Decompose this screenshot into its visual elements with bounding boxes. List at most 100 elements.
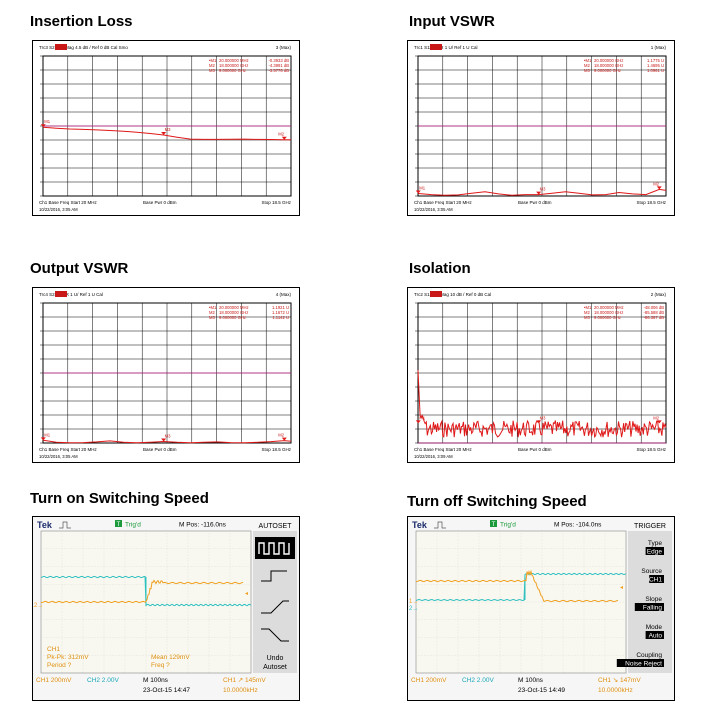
- grid-dot: [61, 530, 63, 532]
- grid-dot: [436, 578, 438, 580]
- grid-dot: [124, 614, 126, 616]
- grid-dot: [229, 626, 231, 628]
- grid-dot: [520, 560, 522, 562]
- grid-dot: [436, 566, 438, 568]
- grid-dot: [229, 596, 231, 598]
- grid-dot: [229, 554, 231, 556]
- grid-dot: [103, 654, 105, 656]
- grid-dot: [562, 587, 564, 589]
- grid-dot: [439, 654, 441, 656]
- marker-value: 1.4695 U: [647, 63, 664, 68]
- grid-dot: [544, 583, 546, 585]
- grid-dot: [139, 566, 141, 567]
- grid-dot: [541, 584, 543, 586]
- grid-dot: [562, 605, 564, 607]
- grid-dot: [541, 530, 543, 532]
- grid-dot: [103, 653, 105, 655]
- grid-dot: [499, 584, 501, 586]
- grid-dot: [490, 601, 492, 603]
- grid-dot: [466, 548, 468, 550]
- grid-dot: [166, 599, 168, 601]
- grid-dot: [229, 566, 231, 567]
- grid-dot: [61, 551, 63, 553]
- grid-dot: [145, 654, 147, 656]
- grid-dot: [460, 601, 462, 603]
- grid-dot: [208, 596, 210, 598]
- grid-dot: [478, 668, 480, 670]
- grid-dot: [145, 623, 147, 625]
- grid-dot: [541, 668, 543, 670]
- grid-dot: [124, 569, 126, 571]
- grid-dot: [208, 563, 210, 565]
- grid-dot: [583, 560, 585, 562]
- grid-dot: [166, 584, 168, 586]
- grid-dot: [592, 619, 594, 621]
- grid-dot: [568, 566, 570, 567]
- grid-dot: [208, 659, 210, 661]
- grid-dot: [124, 536, 126, 538]
- grid-dot: [103, 665, 105, 667]
- grid-dot: [616, 583, 618, 585]
- grid-dot: [445, 548, 447, 550]
- grid-dot: [61, 665, 63, 667]
- grid-dot: [166, 650, 168, 652]
- grid-dot: [520, 587, 522, 589]
- grid-dot: [103, 662, 105, 664]
- grid-dot: [613, 583, 615, 585]
- grid-dot: [466, 566, 468, 567]
- grid-dot: [481, 548, 483, 550]
- grid-dot: [478, 566, 480, 567]
- grid-dot: [238, 619, 240, 621]
- grid-dot: [499, 632, 501, 634]
- grid-dot: [121, 548, 123, 550]
- grid-dot: [187, 662, 189, 664]
- grid-dot: [583, 554, 585, 556]
- grid-dot: [229, 587, 231, 589]
- grid-dot: [484, 601, 486, 603]
- grid-dot: [229, 563, 231, 565]
- ch1-trace: [40, 579, 244, 604]
- measurement-trace: [417, 370, 667, 439]
- grid-dot: [55, 548, 57, 550]
- grid-dot: [61, 554, 63, 556]
- grid-dot: [61, 587, 63, 589]
- grid-dot: [538, 619, 540, 621]
- grid-dot: [583, 596, 585, 598]
- grid-dot: [103, 584, 105, 586]
- grid-dot: [541, 599, 543, 601]
- grid-dot: [64, 583, 66, 585]
- grid-dot: [229, 601, 231, 603]
- grid-dot: [208, 539, 210, 541]
- grid-dot: [559, 548, 561, 550]
- grid-dot: [82, 554, 84, 556]
- grid-dot: [229, 659, 231, 661]
- grid-dot: [145, 530, 147, 532]
- menu-title: TRIGGER: [634, 523, 666, 530]
- grid-dot: [229, 578, 231, 580]
- marker-label: M1: [419, 185, 425, 190]
- grid-dot: [604, 617, 606, 619]
- grid-dot: [52, 619, 54, 621]
- grid-dot: [463, 566, 465, 567]
- grid-dot: [469, 548, 471, 550]
- grid-dot: [166, 539, 168, 541]
- grid-dot: [145, 644, 147, 646]
- grid-dot: [478, 626, 480, 628]
- grid-dot: [436, 619, 438, 621]
- grid-dot: [229, 569, 231, 571]
- grid-dot: [166, 590, 168, 592]
- grid-dot: [175, 637, 177, 638]
- marker-freq: 9.000000 GHz: [594, 315, 621, 320]
- grid-dot: [478, 608, 480, 610]
- grid-dot: [208, 575, 210, 577]
- grid-dot: [601, 601, 603, 603]
- grid-dot: [541, 647, 543, 649]
- grid-dot: [481, 601, 483, 603]
- grid-dot: [478, 617, 480, 619]
- grid-dot: [166, 614, 168, 616]
- grid-dot: [202, 583, 204, 585]
- grid-dot: [562, 575, 564, 577]
- grid-dot: [232, 654, 234, 656]
- grid-dot: [559, 637, 561, 638]
